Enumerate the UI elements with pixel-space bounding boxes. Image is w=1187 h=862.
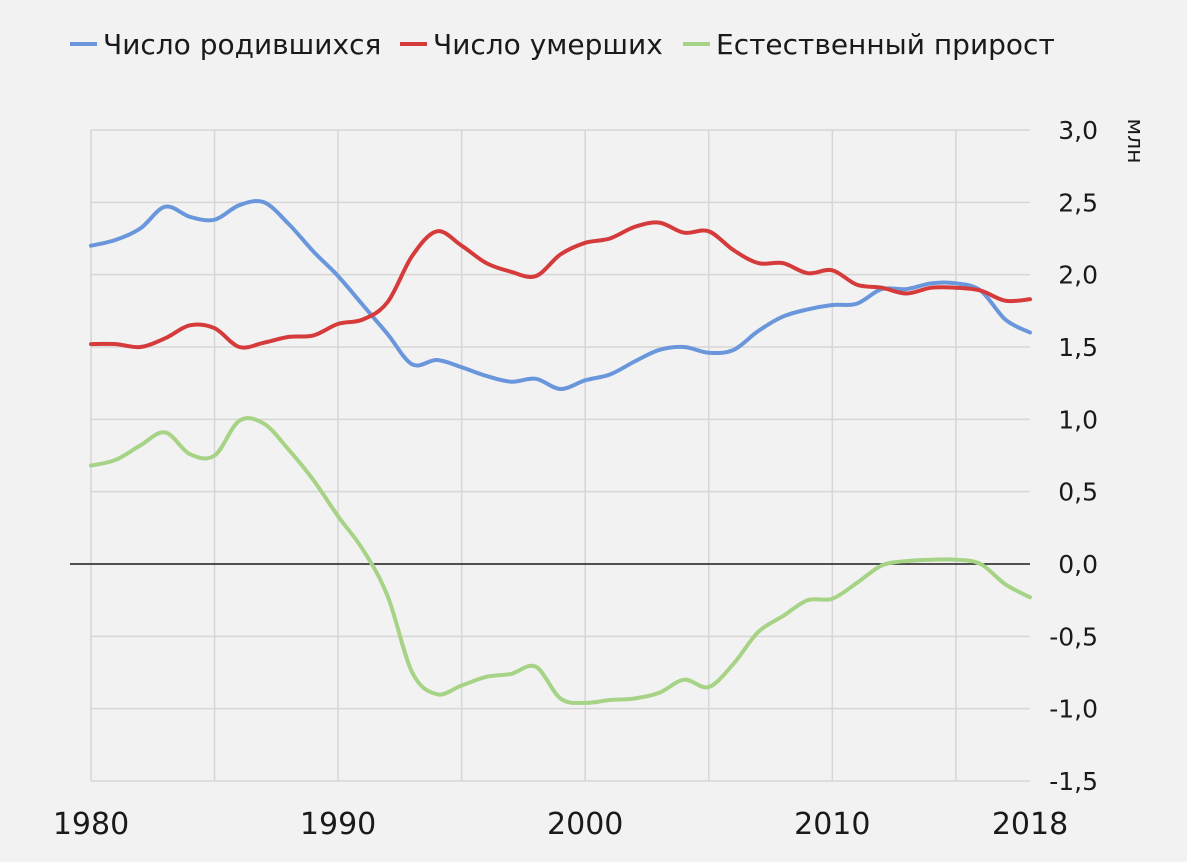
legend-natural-increase-label: Естественный прирост xyxy=(716,28,1055,61)
x-tick-label: 2010 xyxy=(794,807,870,842)
natural-increase-line xyxy=(89,416,1032,705)
x-tick-label: 1980 xyxy=(53,807,129,842)
y-tick-label: -1,0 xyxy=(1049,695,1098,724)
x-tick-label: 2018 xyxy=(992,807,1068,842)
y-tick-label: 0,0 xyxy=(1058,550,1098,579)
y-tick-label: 2,5 xyxy=(1058,188,1098,217)
x-tick-label: 1990 xyxy=(300,807,376,842)
y-axis-unit-label: млн xyxy=(1122,118,1147,163)
deaths-line xyxy=(89,220,1032,350)
y-tick-label: -1,5 xyxy=(1049,767,1098,796)
y-tick-label: 1,5 xyxy=(1058,333,1098,362)
y-tick-label: 2,0 xyxy=(1058,261,1098,290)
x-tick-label: 2000 xyxy=(547,807,623,842)
y-tick-label: 1,0 xyxy=(1058,405,1098,434)
y-tick-label: 0,5 xyxy=(1058,478,1098,507)
y-tick-label: 3,0 xyxy=(1058,116,1098,145)
births-line xyxy=(89,199,1032,392)
legend-deaths-label: Число умерших xyxy=(433,28,663,61)
legend-births-label: Число родившихся xyxy=(103,28,381,61)
y-tick-label: -0,5 xyxy=(1049,622,1098,651)
